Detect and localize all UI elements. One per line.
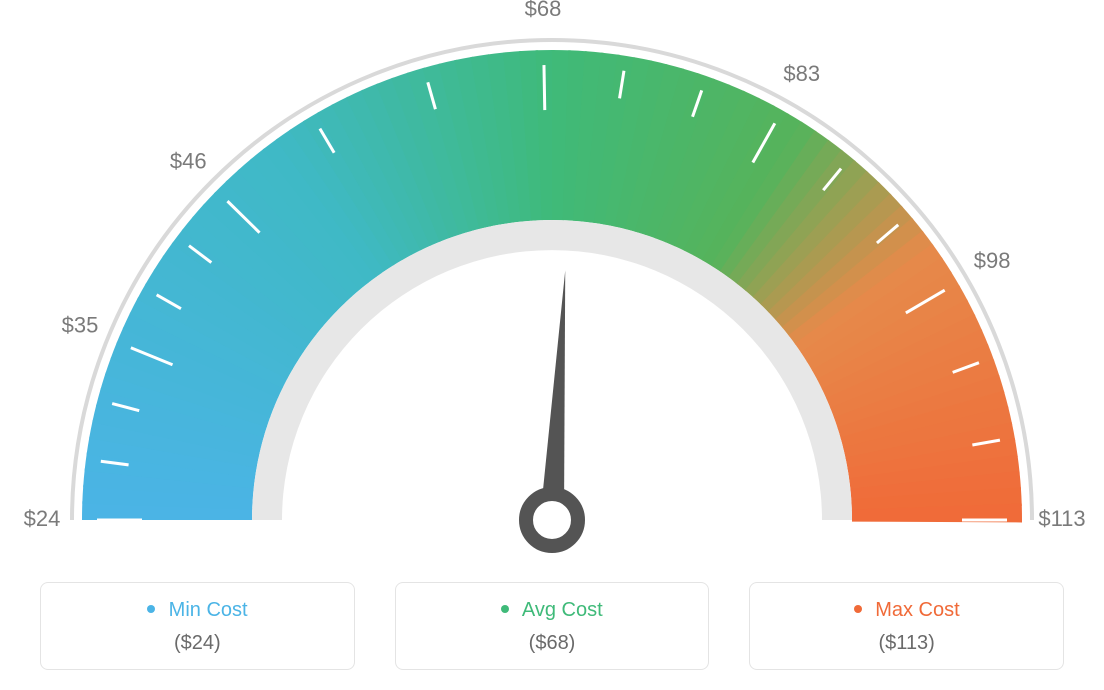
- gauge-tick-label: $68: [525, 0, 562, 21]
- gauge-major-tick: [544, 65, 545, 110]
- gauge-needle-hub: [526, 494, 578, 546]
- legend-value-max: ($113): [760, 632, 1053, 655]
- legend-dot-max: [854, 605, 862, 613]
- gauge-tick-label: $46: [170, 148, 207, 173]
- legend-dot-avg: [501, 605, 509, 613]
- cost-gauge: $24 $35 $46 $68 $83 $98 $113: [0, 0, 1104, 560]
- legend-value-min: ($24): [51, 632, 344, 655]
- legend-card-avg: Avg Cost ($68): [395, 582, 710, 670]
- legend-label-avg: Avg Cost: [522, 599, 603, 621]
- legend-card-max: Max Cost ($113): [749, 582, 1064, 670]
- gauge-tick-label: $98: [974, 248, 1011, 273]
- legend-label-min: Min Cost: [169, 599, 248, 621]
- legend-dot-min: [147, 605, 155, 613]
- legend-label-max: Max Cost: [875, 599, 959, 621]
- gauge-tick-label: $113: [1038, 506, 1085, 531]
- legend: Min Cost ($24) Avg Cost ($68) Max Cost (…: [0, 582, 1104, 670]
- legend-value-avg: ($68): [406, 632, 699, 655]
- legend-card-min: Min Cost ($24): [40, 582, 355, 670]
- gauge-tick-label: $35: [62, 313, 99, 338]
- gauge-tick-label: $83: [783, 61, 820, 86]
- gauge-tick-label: $24: [24, 506, 61, 531]
